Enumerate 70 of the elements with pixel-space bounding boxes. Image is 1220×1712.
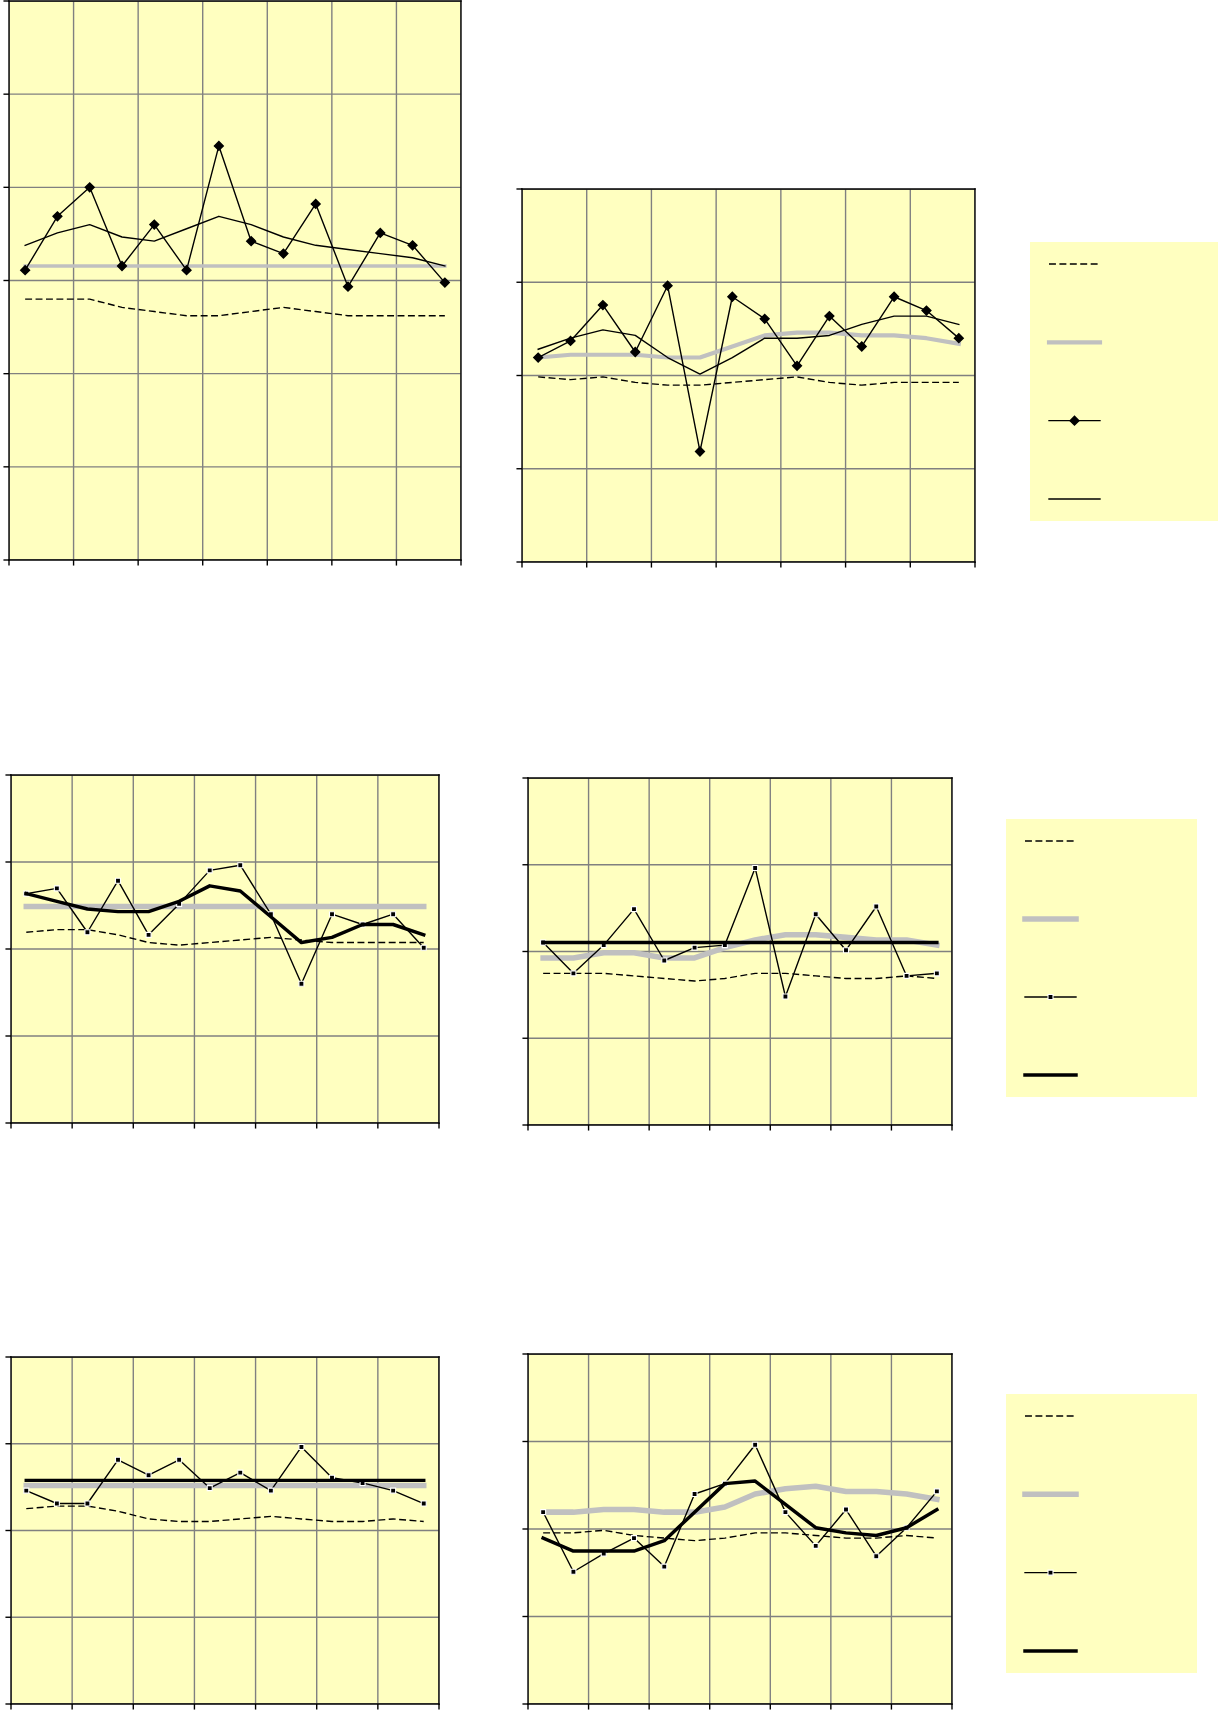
point bbox=[213, 140, 224, 152]
point bbox=[237, 1469, 244, 1476]
point bbox=[246, 236, 257, 247]
point bbox=[23, 1487, 30, 1494]
point bbox=[145, 1472, 152, 1479]
point bbox=[953, 333, 964, 344]
point bbox=[390, 1487, 397, 1494]
point bbox=[181, 265, 192, 276]
point bbox=[52, 211, 63, 222]
point bbox=[420, 1500, 427, 1507]
point bbox=[116, 260, 128, 272]
point bbox=[597, 299, 609, 311]
point bbox=[630, 1535, 638, 1542]
point bbox=[691, 1490, 698, 1498]
point bbox=[782, 993, 789, 1000]
point bbox=[114, 1456, 122, 1463]
point bbox=[856, 341, 867, 352]
point bbox=[759, 313, 770, 324]
point bbox=[661, 1563, 668, 1570]
point bbox=[53, 885, 60, 892]
point bbox=[84, 1500, 91, 1507]
point bbox=[114, 877, 122, 884]
point bbox=[630, 346, 641, 358]
point bbox=[630, 906, 638, 913]
point bbox=[933, 970, 940, 977]
point bbox=[533, 352, 544, 363]
point bbox=[298, 980, 305, 987]
point bbox=[540, 1509, 547, 1516]
point bbox=[298, 1443, 305, 1451]
point bbox=[812, 911, 819, 918]
point bbox=[390, 911, 397, 918]
point bbox=[237, 862, 244, 869]
point bbox=[342, 281, 354, 292]
point bbox=[176, 1456, 183, 1463]
point bbox=[873, 1553, 880, 1560]
point bbox=[84, 929, 91, 936]
point bbox=[439, 277, 450, 288]
point bbox=[824, 310, 835, 322]
point bbox=[873, 903, 880, 910]
point bbox=[267, 1487, 274, 1494]
point bbox=[921, 305, 932, 316]
point bbox=[310, 198, 321, 210]
point bbox=[662, 280, 673, 291]
point bbox=[84, 182, 95, 193]
point bbox=[328, 911, 336, 918]
point bbox=[20, 265, 31, 276]
point bbox=[903, 972, 910, 979]
point bbox=[661, 957, 668, 964]
point bbox=[149, 219, 160, 230]
point bbox=[888, 291, 900, 302]
point bbox=[842, 1506, 850, 1513]
point bbox=[812, 1542, 819, 1549]
point bbox=[782, 1509, 789, 1516]
point bbox=[375, 227, 386, 238]
point bbox=[691, 944, 698, 951]
point bbox=[53, 1500, 60, 1507]
point bbox=[206, 867, 213, 874]
point bbox=[570, 1568, 577, 1575]
point bbox=[727, 291, 738, 302]
point bbox=[407, 240, 418, 251]
point bbox=[420, 944, 427, 951]
point bbox=[791, 360, 803, 371]
point bbox=[570, 970, 577, 977]
point bbox=[933, 1488, 940, 1495]
point bbox=[752, 864, 759, 872]
point bbox=[842, 947, 850, 954]
point bbox=[206, 1485, 213, 1492]
point bbox=[278, 248, 289, 259]
point bbox=[752, 1441, 759, 1448]
point bbox=[145, 931, 152, 938]
